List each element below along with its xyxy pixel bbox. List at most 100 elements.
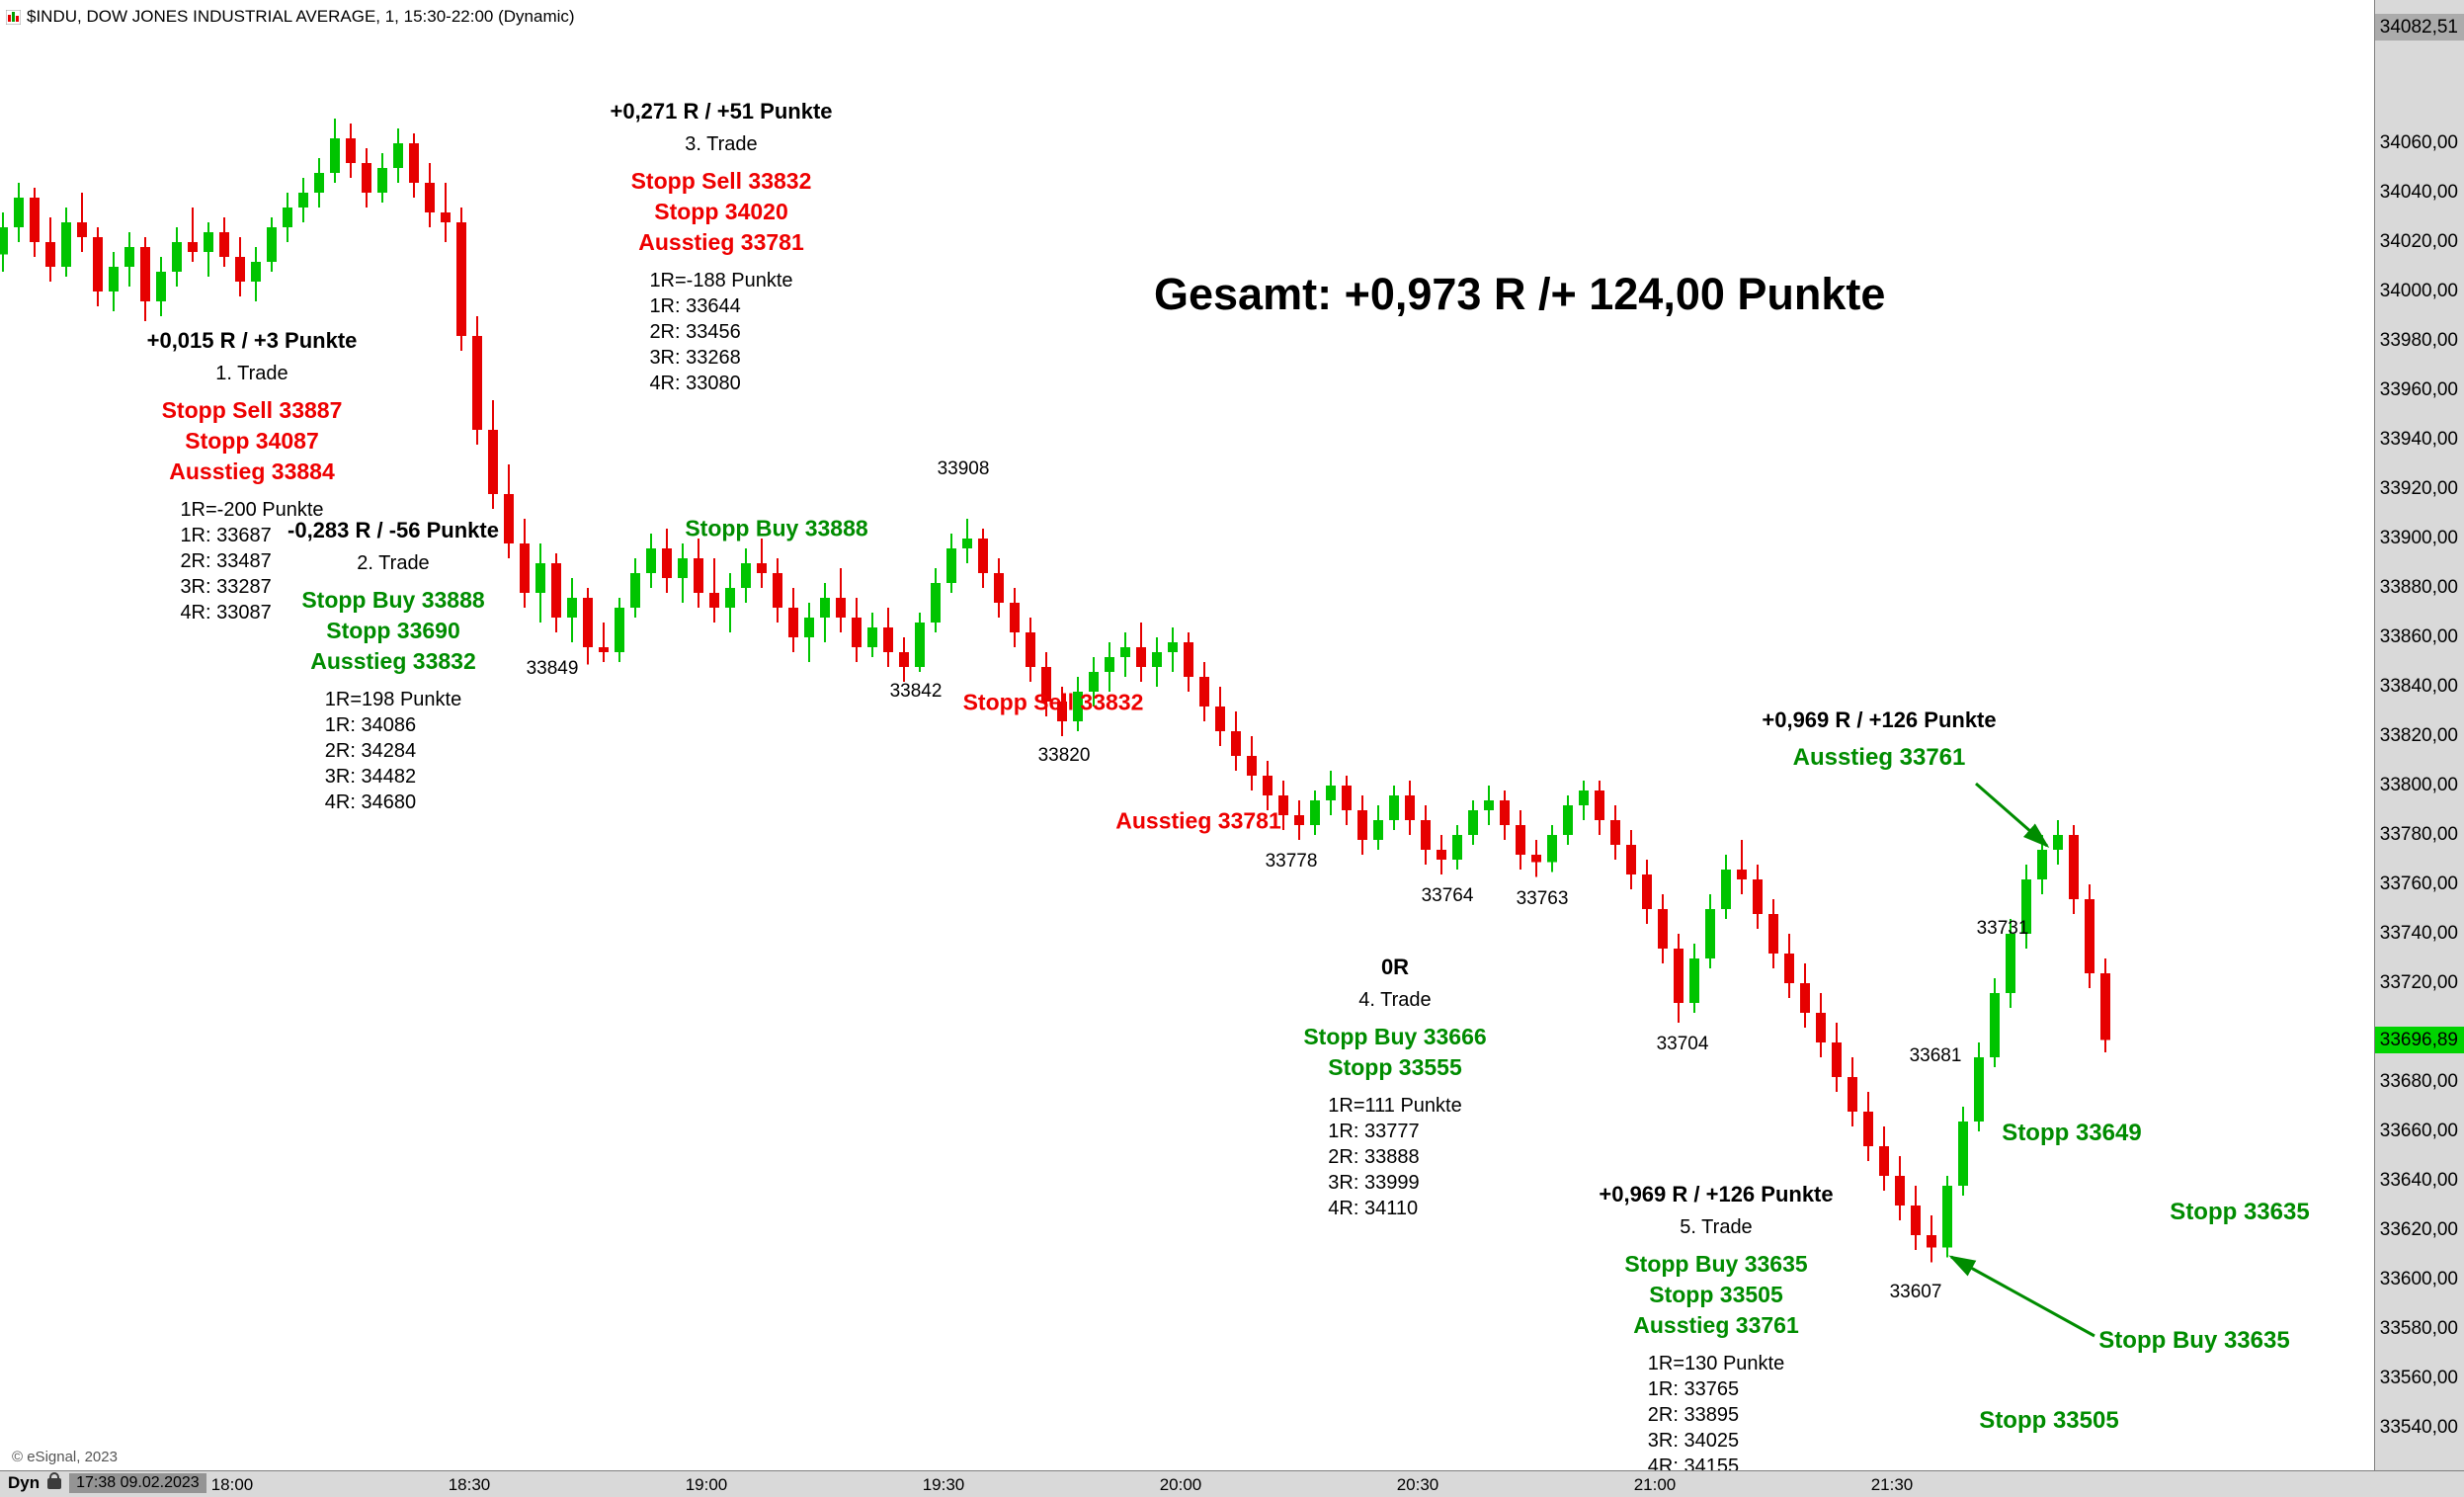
symbol-title-bar: $INDU, DOW JONES INDUSTRIAL AVERAGE, 1, … — [6, 7, 575, 27]
price-axis-label: 33600,00 — [2379, 1269, 2458, 1289]
candle-body — [1705, 909, 1715, 958]
candle-body — [551, 563, 561, 618]
candle-body — [757, 563, 767, 573]
candle-body — [1373, 820, 1383, 840]
annotation-arrows-layer — [1948, 782, 2095, 1338]
candle-body — [662, 548, 672, 578]
candle-body — [2021, 879, 2031, 934]
trade-risk-table: 1R=198 Punkte 1R: 34086 2R: 34284 3R: 34… — [325, 687, 461, 815]
risk-line: 3R: 33999 — [1328, 1172, 1420, 1194]
trade-signal: Stopp Buy 33635 — [1624, 1251, 1808, 1277]
price-axis-label: 33820,00 — [2379, 725, 2458, 746]
risk-line: 4R: 33080 — [649, 373, 741, 394]
trade-name: 5. Trade — [1680, 1216, 1753, 1238]
exit-label: Ausstieg 33761 — [1792, 744, 1966, 771]
trade-result: 0R — [1380, 955, 1410, 979]
candle-body — [330, 138, 340, 173]
candle-body — [1057, 702, 1067, 721]
candle-body — [2069, 835, 2079, 899]
price-axis-label: 33760,00 — [2379, 873, 2458, 894]
candle-body — [1768, 914, 1778, 954]
risk-line: 1R=198 Punkte — [324, 689, 462, 710]
candle-body — [1120, 647, 1130, 657]
candle-body — [1816, 1013, 1826, 1042]
pivot-price-label: 33731 — [1976, 917, 2029, 939]
candle-body — [1310, 800, 1320, 825]
candle-body — [994, 573, 1004, 603]
candle-body — [314, 173, 324, 193]
candle-body — [409, 143, 419, 183]
price-axis-label: 33920,00 — [2379, 478, 2458, 499]
trade-signal: Ausstieg 33781 — [638, 229, 804, 255]
candle-body — [283, 208, 292, 227]
candle-body — [978, 539, 988, 573]
candle-body — [1326, 786, 1336, 800]
copyright-label: © eSignal, 2023 — [12, 1449, 118, 1465]
candle-body — [962, 539, 972, 548]
candle-body — [2085, 899, 2094, 973]
candle-body — [1026, 632, 1035, 667]
candle-body — [1895, 1176, 1905, 1206]
candle-body — [1911, 1206, 1921, 1235]
candle-body — [709, 593, 719, 608]
candle-body — [520, 543, 530, 593]
price-axis-label: 33960,00 — [2379, 379, 2458, 400]
risk-line: 1R: 33687 — [180, 525, 272, 546]
candle-body — [488, 430, 498, 494]
candle-body — [946, 548, 956, 583]
candle-body — [804, 618, 814, 637]
risk-line: 4R: 33087 — [180, 602, 272, 624]
candle-body — [267, 227, 277, 262]
candle-body — [1484, 800, 1494, 810]
candle-body — [915, 623, 925, 667]
dynamic-mode-label[interactable]: Dyn — [8, 1473, 41, 1492]
risk-line: 1R=-200 Punkte — [180, 499, 324, 521]
candle-body — [1184, 642, 1193, 677]
pivot-price-label: 33681 — [1909, 1044, 1962, 1066]
stopp-buy-33888-label: Stopp Buy 33888 — [685, 515, 868, 541]
candle-body — [694, 558, 703, 593]
price-axis[interactable]: 34082,51 33696,89 34060,00 34040,00 34020,… — [2374, 0, 2464, 1471]
session-high-tag: 34082,51 — [2375, 14, 2464, 41]
trade-result: +0,015 R / +3 Punkte — [146, 328, 358, 353]
time-axis[interactable]: Dyn 17:38 09.02.2023 18:00 18:30 19:00 19:3… — [0, 1470, 2464, 1497]
candle-body — [1041, 667, 1051, 702]
price-axis-label: 34000,00 — [2379, 281, 2458, 301]
candle-body — [1105, 657, 1114, 672]
trade-signal: Stopp 33690 — [326, 618, 460, 643]
risk-line: 1R=111 Punkte — [1328, 1095, 1462, 1117]
lock-icon[interactable] — [47, 1471, 62, 1489]
time-axis-label: 18:30 — [448, 1475, 491, 1494]
candle-body — [1563, 805, 1573, 835]
chart-canvas[interactable]: $INDU, DOW JONES INDUSTRIAL AVERAGE, 1, … — [0, 0, 2375, 1471]
price-axis-label: 33640,00 — [2379, 1170, 2458, 1191]
candle-body — [1531, 855, 1541, 863]
pivot-price-label: 33763 — [1516, 887, 1569, 909]
candle-body — [219, 232, 229, 257]
candle-body — [1073, 692, 1083, 721]
trade-risk-table: 1R=-188 Punkte 1R: 33644 2R: 33456 3R: 3… — [649, 268, 792, 396]
candle-body — [1089, 672, 1099, 692]
pivot-price-label: 33908 — [937, 458, 990, 479]
candle-body — [30, 198, 40, 242]
risk-line: 1R=-188 Punkte — [649, 270, 793, 291]
candle-body — [1942, 1186, 1952, 1248]
candle-body — [646, 548, 656, 573]
trade-signal: Stopp Buy 33888 — [301, 587, 485, 613]
risk-line: 3R: 33287 — [180, 576, 272, 598]
candle-body — [77, 222, 87, 237]
trade-signal: Ausstieg 33884 — [169, 458, 335, 484]
candle-body — [204, 232, 213, 252]
risk-line: 2R: 33456 — [649, 321, 741, 343]
candle-body — [393, 143, 403, 168]
risk-line: 2R: 33895 — [1647, 1404, 1740, 1426]
time-axis-label: 18:00 — [210, 1475, 254, 1494]
candles-layer — [0, 119, 2110, 1263]
risk-line: 4R: 34680 — [324, 791, 417, 813]
candle-body — [425, 183, 435, 212]
trade-risk-table: 1R=-200 Punkte 1R: 33687 2R: 33487 3R: 3… — [180, 497, 323, 625]
candle-body — [1500, 800, 1510, 825]
time-axis-label: 19:30 — [922, 1475, 965, 1494]
candle-body — [899, 652, 909, 667]
trade-signal: Stopp 33505 — [1649, 1282, 1783, 1307]
